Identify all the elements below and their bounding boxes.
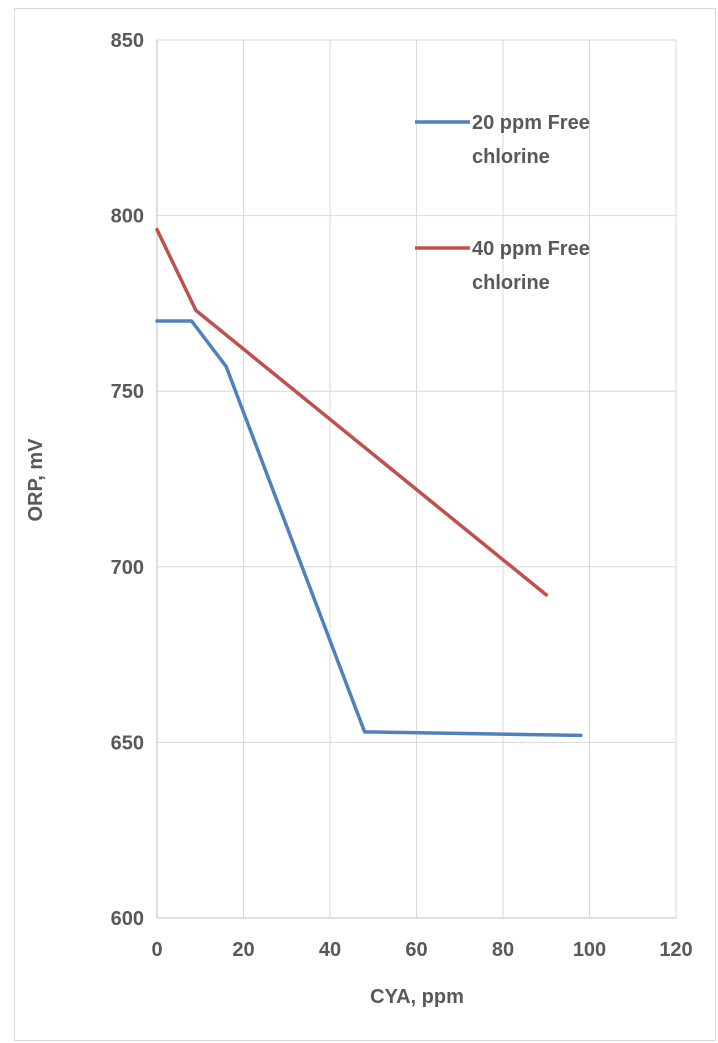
x-tick-label: 100 [573,939,606,961]
series-line-1 [155,319,583,738]
chart-frame [14,8,716,1041]
x-tick-label: 80 [492,939,514,961]
axes [156,40,676,919]
x-tick-label: 120 [659,939,692,961]
y-tick-label: 800 [111,206,144,228]
x-tick-labels: 0 20 40 60 80 100 120 [151,939,692,961]
x-tick-label: 60 [405,939,427,961]
gridlines [157,39,677,918]
x-tick-label: 40 [319,939,341,961]
y-tick-labels: 600 650 700 750 800 850 [111,30,144,930]
y-tick-label: 600 [111,908,144,930]
legend: 20 ppm Free chlorine 40 ppm Free chlorine [415,112,590,294]
y-tick-label: 850 [111,30,144,52]
y-tick-label: 700 [111,557,144,579]
y-tick-label: 650 [111,732,144,754]
y-axis-title: ORP, mV [25,438,47,522]
series-lines [155,227,583,738]
series-line-2 [155,227,549,597]
legend-label-1: 20 ppm Free chlorine [472,112,590,168]
x-axis-title: CYA, ppm [370,986,464,1008]
x-tick-label: 20 [232,939,254,961]
y-tick-label: 750 [111,381,144,403]
legend-label-2: 40 ppm Free chlorine [472,238,590,294]
x-tick-label: 0 [151,939,162,961]
